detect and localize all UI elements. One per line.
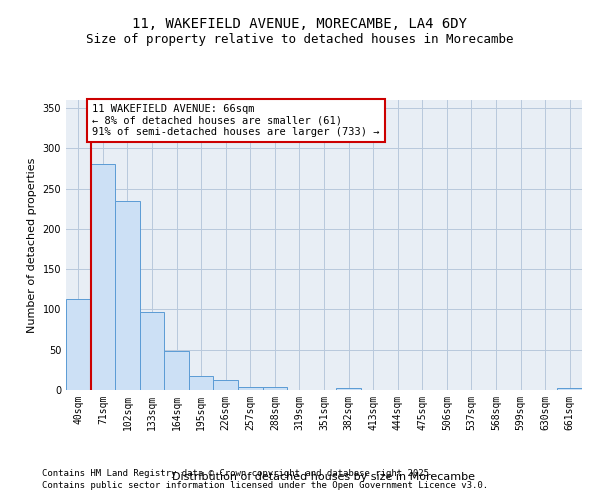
- Text: 11 WAKEFIELD AVENUE: 66sqm
← 8% of detached houses are smaller (61)
91% of semi-: 11 WAKEFIELD AVENUE: 66sqm ← 8% of detac…: [92, 104, 379, 137]
- Y-axis label: Number of detached properties: Number of detached properties: [27, 158, 37, 332]
- Text: Size of property relative to detached houses in Morecambe: Size of property relative to detached ho…: [86, 32, 514, 46]
- Bar: [557, 388, 582, 390]
- Bar: [91, 164, 115, 390]
- Bar: [336, 388, 361, 390]
- Text: 11, WAKEFIELD AVENUE, MORECAMBE, LA4 6DY: 11, WAKEFIELD AVENUE, MORECAMBE, LA4 6DY: [133, 18, 467, 32]
- Bar: [66, 299, 91, 390]
- Bar: [115, 200, 140, 390]
- Text: Contains public sector information licensed under the Open Government Licence v3: Contains public sector information licen…: [42, 481, 488, 490]
- Bar: [140, 312, 164, 390]
- Bar: [164, 352, 189, 390]
- Bar: [238, 387, 263, 390]
- Text: Contains HM Land Registry data © Crown copyright and database right 2025.: Contains HM Land Registry data © Crown c…: [42, 468, 434, 477]
- Bar: [189, 376, 214, 390]
- Bar: [263, 387, 287, 390]
- Bar: [214, 380, 238, 390]
- X-axis label: Distribution of detached houses by size in Morecambe: Distribution of detached houses by size …: [173, 472, 476, 482]
